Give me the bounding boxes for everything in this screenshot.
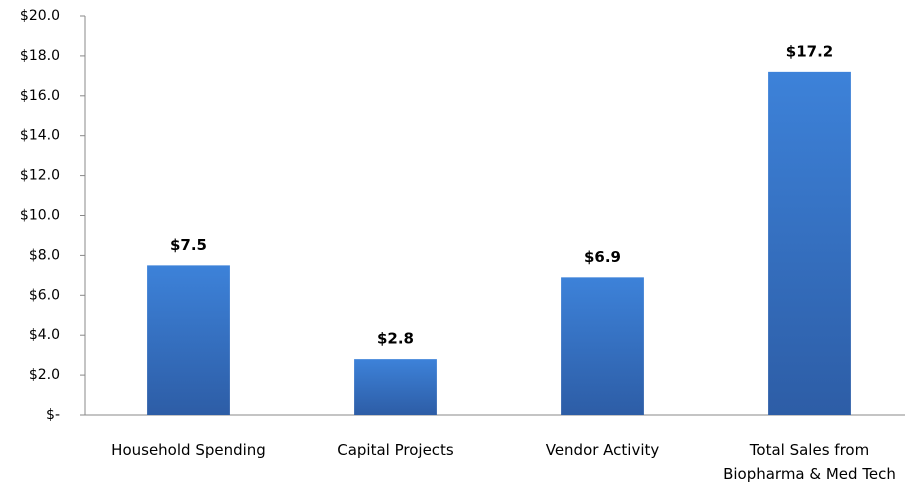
y-tick-label: $20.0	[20, 8, 60, 24]
y-tick-label: $6.0	[29, 287, 60, 303]
y-tick-label: $8.0	[29, 247, 60, 263]
y-tick-label: $4.0	[29, 327, 60, 343]
y-tick-label: $2.0	[29, 367, 60, 383]
y-tick-label: $10.0	[20, 208, 60, 224]
y-tick-label: $12.0	[20, 168, 60, 184]
y-tick-label: $-	[46, 407, 60, 423]
value-label: $17.2	[786, 42, 833, 60]
y-tick-label: $16.0	[20, 88, 60, 104]
x-tick-label: Household Spending	[111, 441, 266, 459]
x-tick-label: Capital Projects	[337, 441, 454, 459]
bar	[354, 359, 437, 415]
value-label: $6.9	[584, 248, 621, 266]
bar	[561, 277, 644, 415]
bar	[147, 265, 230, 415]
bar	[768, 71, 851, 416]
x-tick-label: Total Sales from Biopharma & Med Tech	[723, 441, 896, 483]
x-tick-label: Vendor Activity	[545, 441, 660, 459]
y-tick-label: $14.0	[20, 128, 60, 144]
value-label: $2.8	[377, 330, 414, 348]
y-tick-label: $18.0	[20, 48, 60, 64]
value-label: $7.5	[170, 236, 207, 254]
